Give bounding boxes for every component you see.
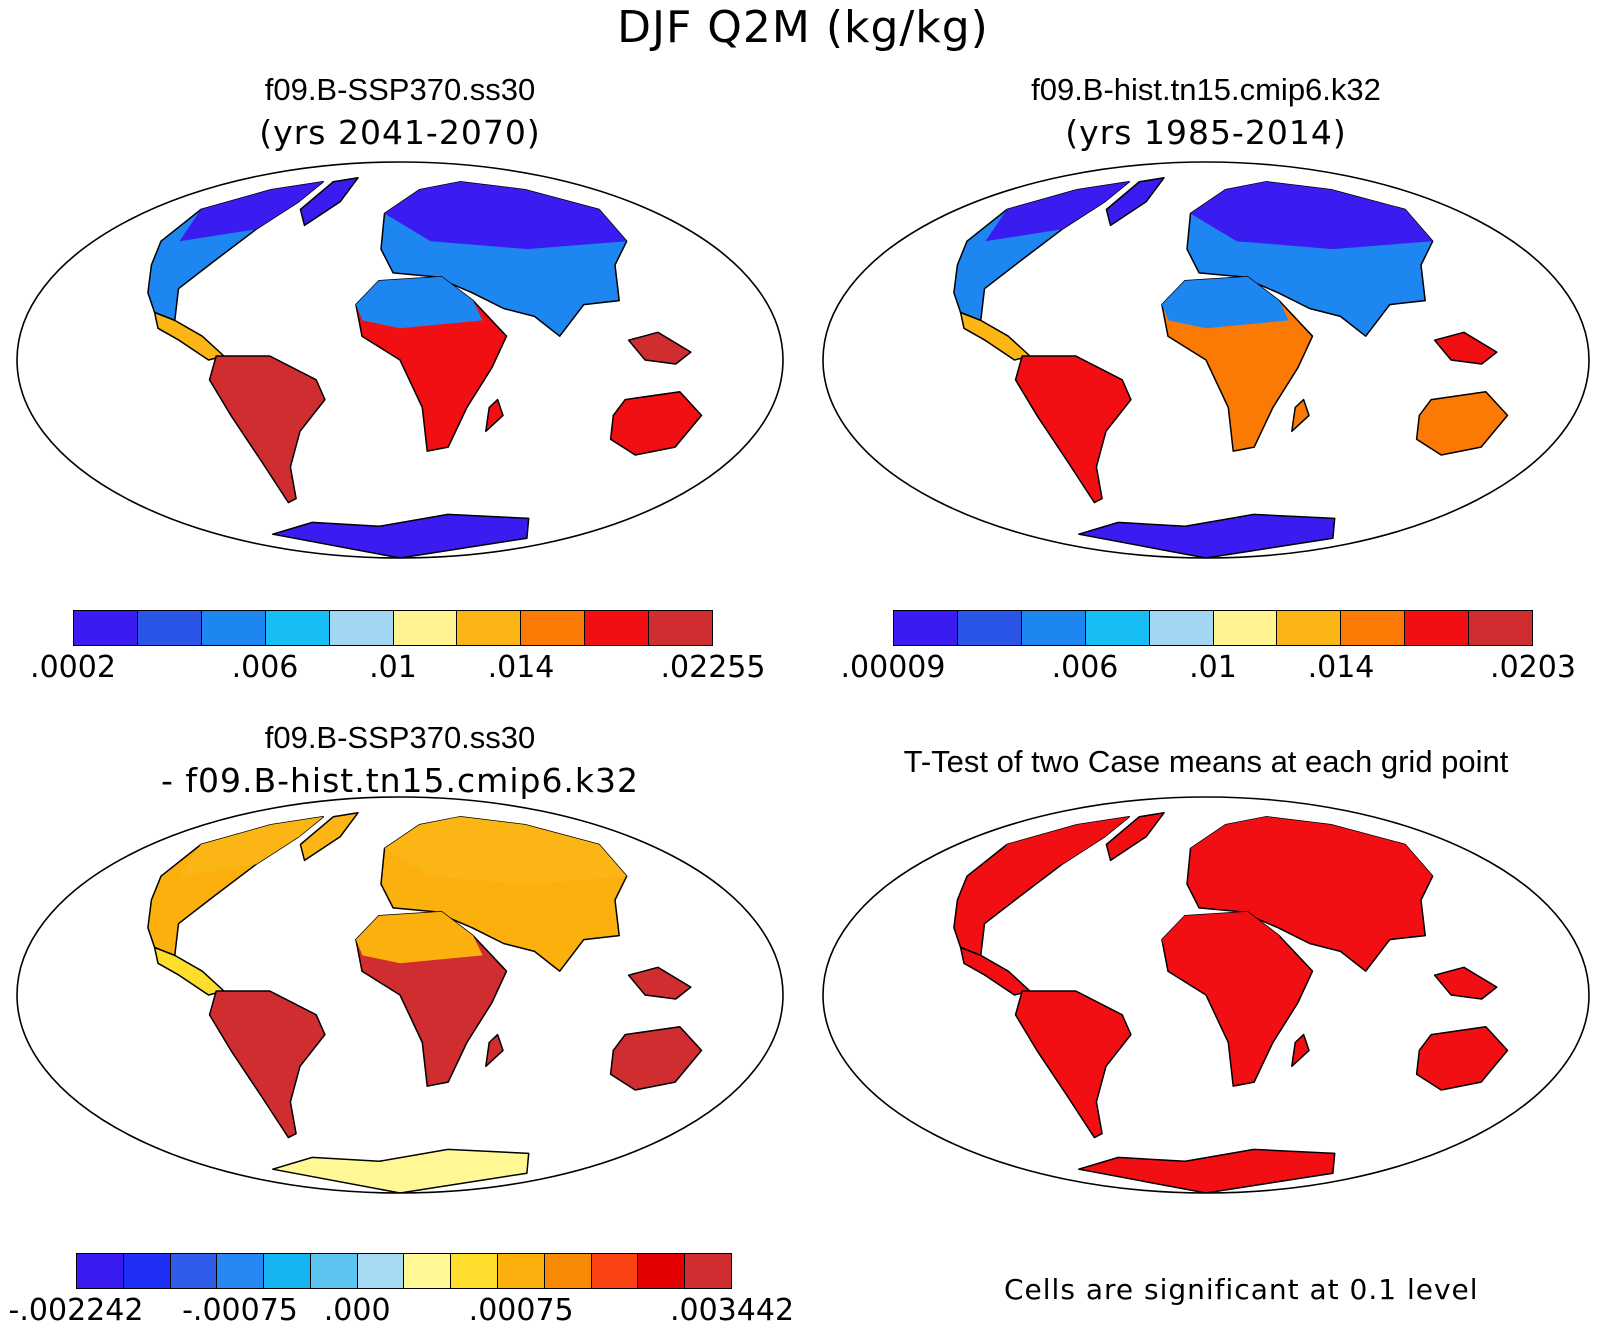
colorbar-swatch [310, 1254, 358, 1288]
colorbar-tick-label: .02255 [660, 650, 766, 685]
map-panel-4 [822, 796, 1590, 1194]
colorbar-tick-label: .014 [487, 650, 555, 685]
colorbar-swatch [1469, 611, 1533, 645]
colorbar-swatch [521, 611, 586, 645]
panel-3-subtitle: - f09.B-hist.tn15.cmip6.k32 [160, 761, 640, 800]
colorbar-swatch [123, 1254, 171, 1288]
significance-note: Cells are significant at 0.1 level [1004, 1273, 1479, 1306]
colorbar-swatch [77, 1254, 124, 1288]
colorbar-tick-label: .01 [369, 650, 417, 685]
colorbar-panel-1 [73, 610, 713, 646]
panel-2-title: f09.B-hist.tn15.cmip6.k32 [1031, 72, 1381, 107]
colorbar-tick-label: .00075 [468, 1293, 574, 1328]
panel-3-title: f09.B-SSP370.ss30 [264, 720, 536, 755]
colorbar-swatch [638, 1254, 686, 1288]
colorbar-swatch [591, 1254, 639, 1288]
colorbar-swatch [393, 611, 458, 645]
panel-4-title: T-Test of two Case means at each grid po… [903, 744, 1509, 779]
panel-1-title: f09.B-SSP370.ss30 [264, 72, 536, 107]
colorbar-tick-label: .003442 [669, 1293, 795, 1328]
colorbar-panel-2 [893, 610, 1533, 646]
map-panel-1 [16, 161, 784, 559]
colorbar-swatch [404, 1254, 452, 1288]
figure-title: DJF Q2M (kg/kg) [617, 2, 989, 53]
map-panel-3 [16, 796, 784, 1194]
colorbar-swatch [649, 611, 713, 645]
colorbar-swatch [137, 611, 202, 645]
colorbar-swatch [357, 1254, 405, 1288]
colorbar-swatch [957, 611, 1022, 645]
colorbar-swatch [1405, 611, 1470, 645]
colorbar-swatch [74, 611, 138, 645]
colorbar-swatch [1277, 611, 1342, 645]
colorbar-swatch [894, 611, 958, 645]
colorbar-swatch [329, 611, 394, 645]
colorbar-tick-label: .01 [1189, 650, 1237, 685]
colorbar-tick-label: .0002 [30, 650, 116, 685]
colorbar-tick-label: -.00075 [182, 1293, 298, 1328]
colorbar-swatch [685, 1254, 731, 1288]
panel-1-subtitle: (yrs 2041-2070) [259, 113, 541, 152]
colorbar-swatch [457, 611, 522, 645]
colorbar-tick-label: .00009 [840, 650, 946, 685]
colorbar-swatch [498, 1254, 545, 1288]
colorbar-swatch [1213, 611, 1278, 645]
colorbar-swatch [1341, 611, 1406, 645]
colorbar-swatch [585, 611, 650, 645]
colorbar-tick-label: -.002242 [8, 1293, 144, 1328]
colorbar-tick-label: .0203 [1490, 650, 1576, 685]
colorbar-swatch [544, 1254, 592, 1288]
colorbar-swatch [265, 611, 330, 645]
colorbar-swatch [170, 1254, 218, 1288]
colorbar-panel-3 [76, 1253, 732, 1289]
panel-2-subtitle: (yrs 1985-2014) [1065, 113, 1347, 152]
map-panel-2 [822, 161, 1590, 559]
colorbar-swatch [451, 1254, 499, 1288]
colorbar-tick-label: .006 [1051, 650, 1119, 685]
colorbar-swatch [264, 1254, 311, 1288]
colorbar-tick-label: .014 [1307, 650, 1375, 685]
colorbar-swatch [1085, 611, 1150, 645]
colorbar-swatch [1149, 611, 1214, 645]
colorbar-swatch [201, 611, 266, 645]
colorbar-swatch [217, 1254, 265, 1288]
colorbar-tick-label: .006 [231, 650, 299, 685]
colorbar-swatch [1021, 611, 1086, 645]
colorbar-tick-label: .000 [323, 1293, 391, 1328]
